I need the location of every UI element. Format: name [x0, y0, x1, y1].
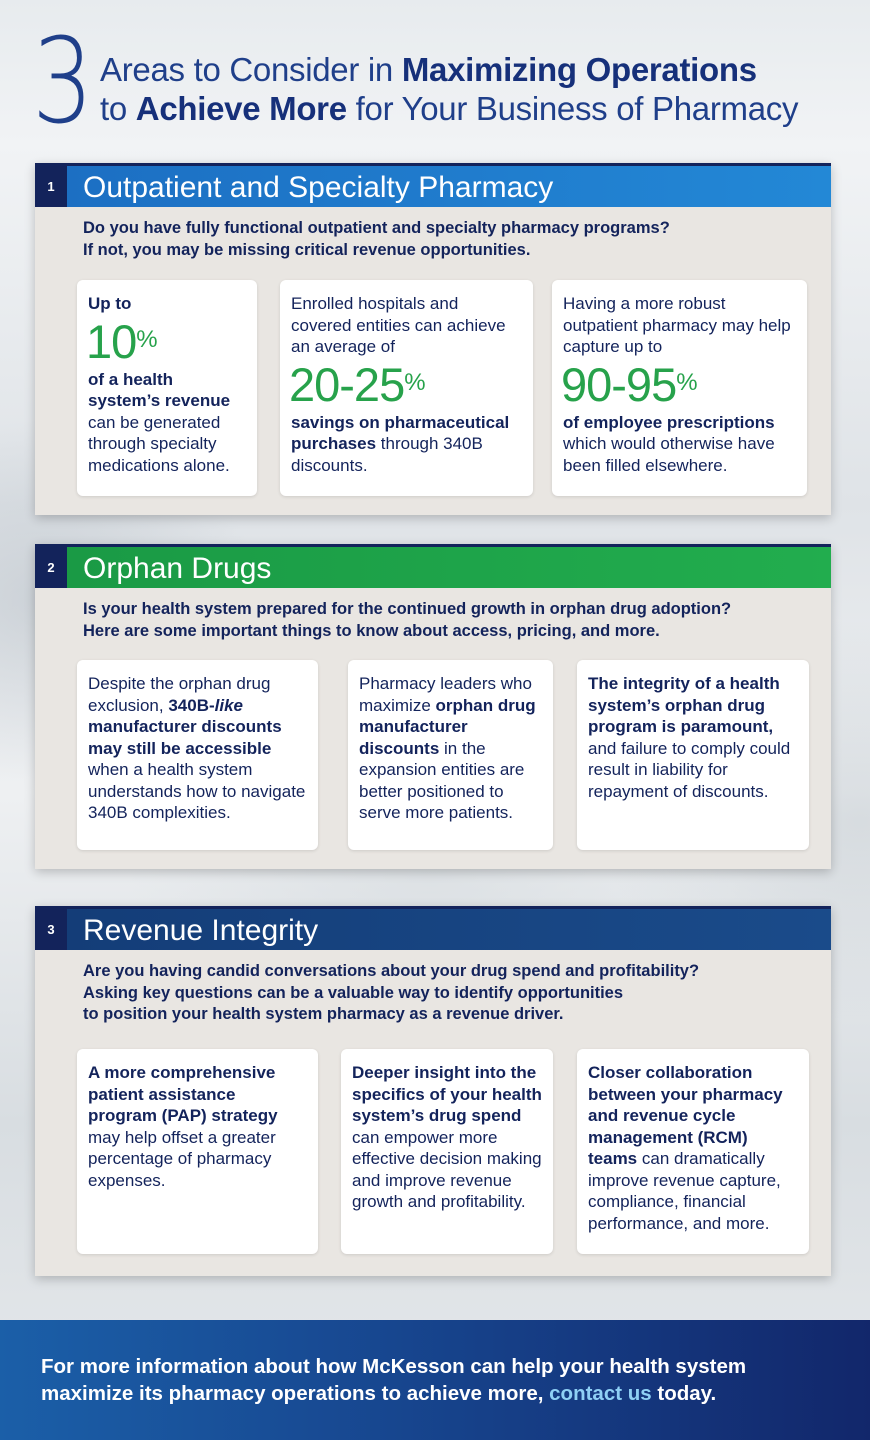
section-orphan-drugs: 2 Orphan Drugs Is your health system pre… — [35, 544, 831, 869]
stat-value: 90-95% — [561, 357, 698, 411]
info-card-rcm-collaboration: Closer collaboration between your pharma… — [577, 1049, 809, 1254]
info-card-drug-spend-insight: Deeper insight into the specifics of you… — [341, 1049, 553, 1254]
section-title: Orphan Drugs — [83, 552, 272, 585]
page-title-line-1: Areas to Consider in Maximizing Operatio… — [100, 51, 757, 88]
page-header: 3 Areas to Consider in Maximizing Operat… — [0, 0, 870, 150]
contact-us-link[interactable]: contact us — [549, 1382, 652, 1405]
section-header: 3 Revenue Integrity — [35, 906, 831, 950]
section-number: 1 — [35, 166, 67, 207]
info-card-program-integrity: The integrity of a health system’s orpha… — [577, 660, 809, 850]
section-header: 2 Orphan Drugs — [35, 544, 831, 588]
section-question: Do you have fully functional outpatient … — [83, 219, 670, 259]
section-number: 2 — [35, 547, 67, 588]
footer-cta: For more information about how McKesson … — [41, 1355, 747, 1405]
section-header: 1 Outpatient and Specialty Pharmacy — [35, 163, 831, 207]
info-card-pharmacy-leaders: Pharmacy leaders who maximize orphan dru… — [348, 660, 553, 850]
section-title: Outpatient and Specialty Pharmacy — [83, 171, 554, 204]
info-card-pap-strategy: A more comprehensive patient assistance … — [77, 1049, 318, 1254]
stat-card-340b-savings: Enrolled hospitals and covered entities … — [280, 280, 533, 496]
page-title-line-2: to Achieve More for Your Business of Pha… — [100, 90, 799, 127]
section-title: Revenue Integrity — [83, 914, 319, 947]
section-question: Are you having candid conversations abou… — [83, 962, 700, 1023]
big-number-three: 3 — [32, 12, 94, 150]
section-number: 3 — [35, 909, 67, 950]
stat-card-specialty-revenue: Up to 10% of a health system’s revenue c… — [77, 280, 257, 496]
section-title-bar — [67, 166, 831, 207]
section-outpatient-specialty: 1 Outpatient and Specialty Pharmacy Do y… — [35, 163, 831, 515]
section-title-bar — [67, 547, 831, 588]
stat-value: 10% — [86, 314, 158, 368]
stat-value: 20-25% — [289, 357, 426, 411]
stat-card-employee-prescriptions: Having a more robust outpatient pharmacy… — [552, 280, 807, 496]
section-question: Is your health system prepared for the c… — [83, 600, 732, 640]
footer-banner: For more information about how McKesson … — [0, 1320, 870, 1440]
section-revenue-integrity: 3 Revenue Integrity Are you having candi… — [35, 906, 831, 1276]
info-card-340b-like-discounts: Despite the orphan drug exclusion, 340B-… — [77, 660, 318, 850]
section-title-bar — [67, 909, 831, 950]
